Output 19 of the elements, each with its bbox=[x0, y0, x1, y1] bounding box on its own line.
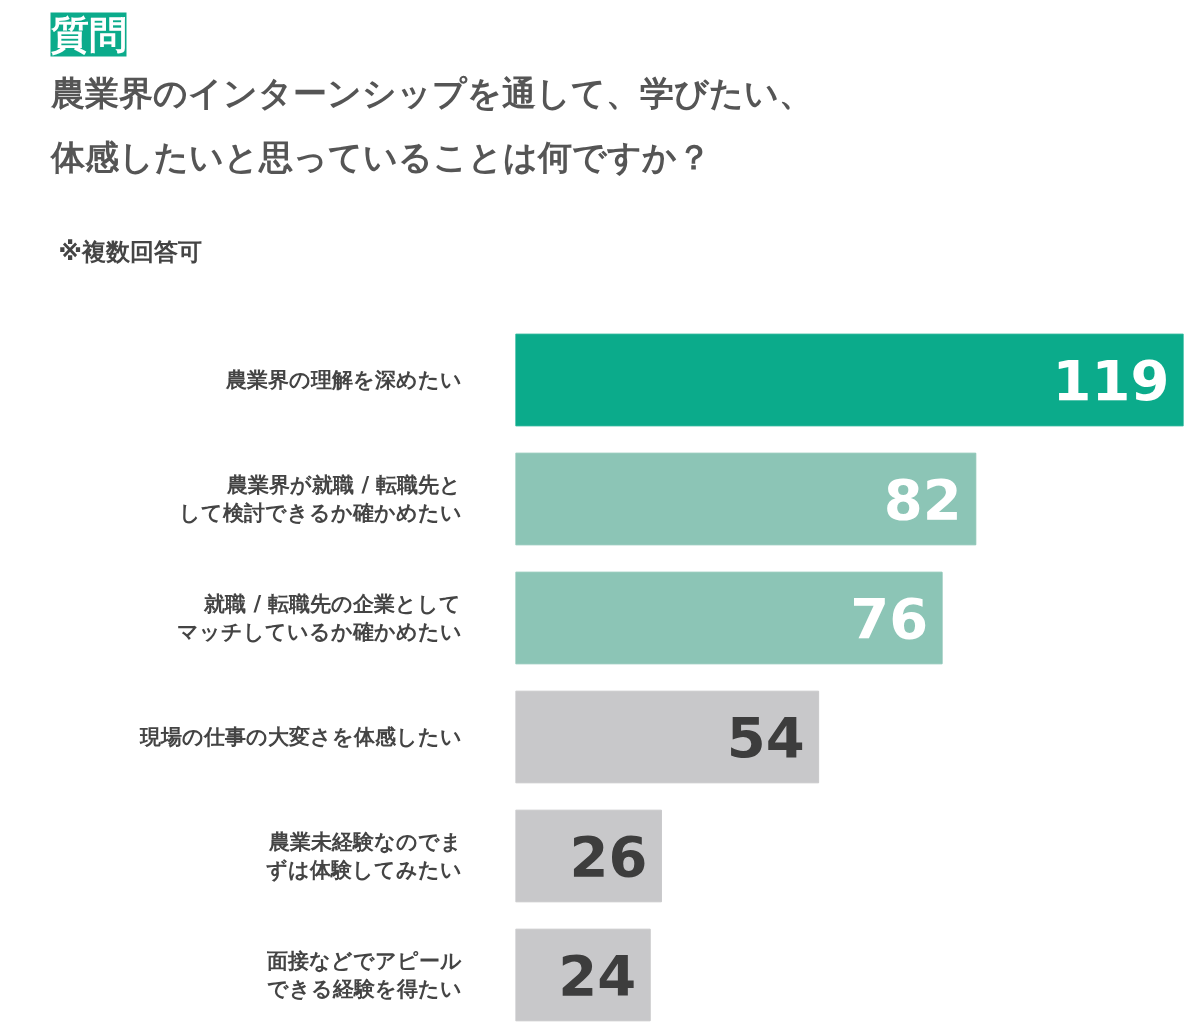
y-tick-label: 農業界の理解を深めたい bbox=[224, 368, 462, 392]
y-tick-label: 現場の仕事の大変さを体感したい bbox=[138, 725, 462, 749]
bar bbox=[515, 333, 1184, 427]
data-label: 76 bbox=[850, 586, 929, 651]
text: ※複数回答可 bbox=[58, 237, 202, 266]
bar bbox=[515, 452, 977, 546]
chart-title: 農業界のインターンシップを通して、学びたい、体感したいと思っていることは何ですか？ bbox=[49, 72, 813, 177]
bar bbox=[515, 690, 820, 784]
data-label: 26 bbox=[569, 824, 648, 889]
y-tick-label: 面接などでアピールできる経験を得たい bbox=[265, 948, 462, 1002]
text: 質問 bbox=[49, 12, 127, 57]
data-label: 119 bbox=[1052, 348, 1170, 413]
data-label: 54 bbox=[726, 705, 805, 770]
y-tick-label: 農業界が就職 / 転職先として検討できるか確かめたい bbox=[178, 472, 462, 526]
data-label: 24 bbox=[558, 943, 637, 1008]
data-label: 82 bbox=[883, 467, 962, 532]
bar bbox=[515, 571, 943, 665]
y-tick-label: 農業未経験なのでまずは体験してみたい bbox=[265, 829, 462, 883]
y-tick-label: 就職 / 転職先の企業としてマッチしているか確かめたい bbox=[176, 591, 462, 645]
